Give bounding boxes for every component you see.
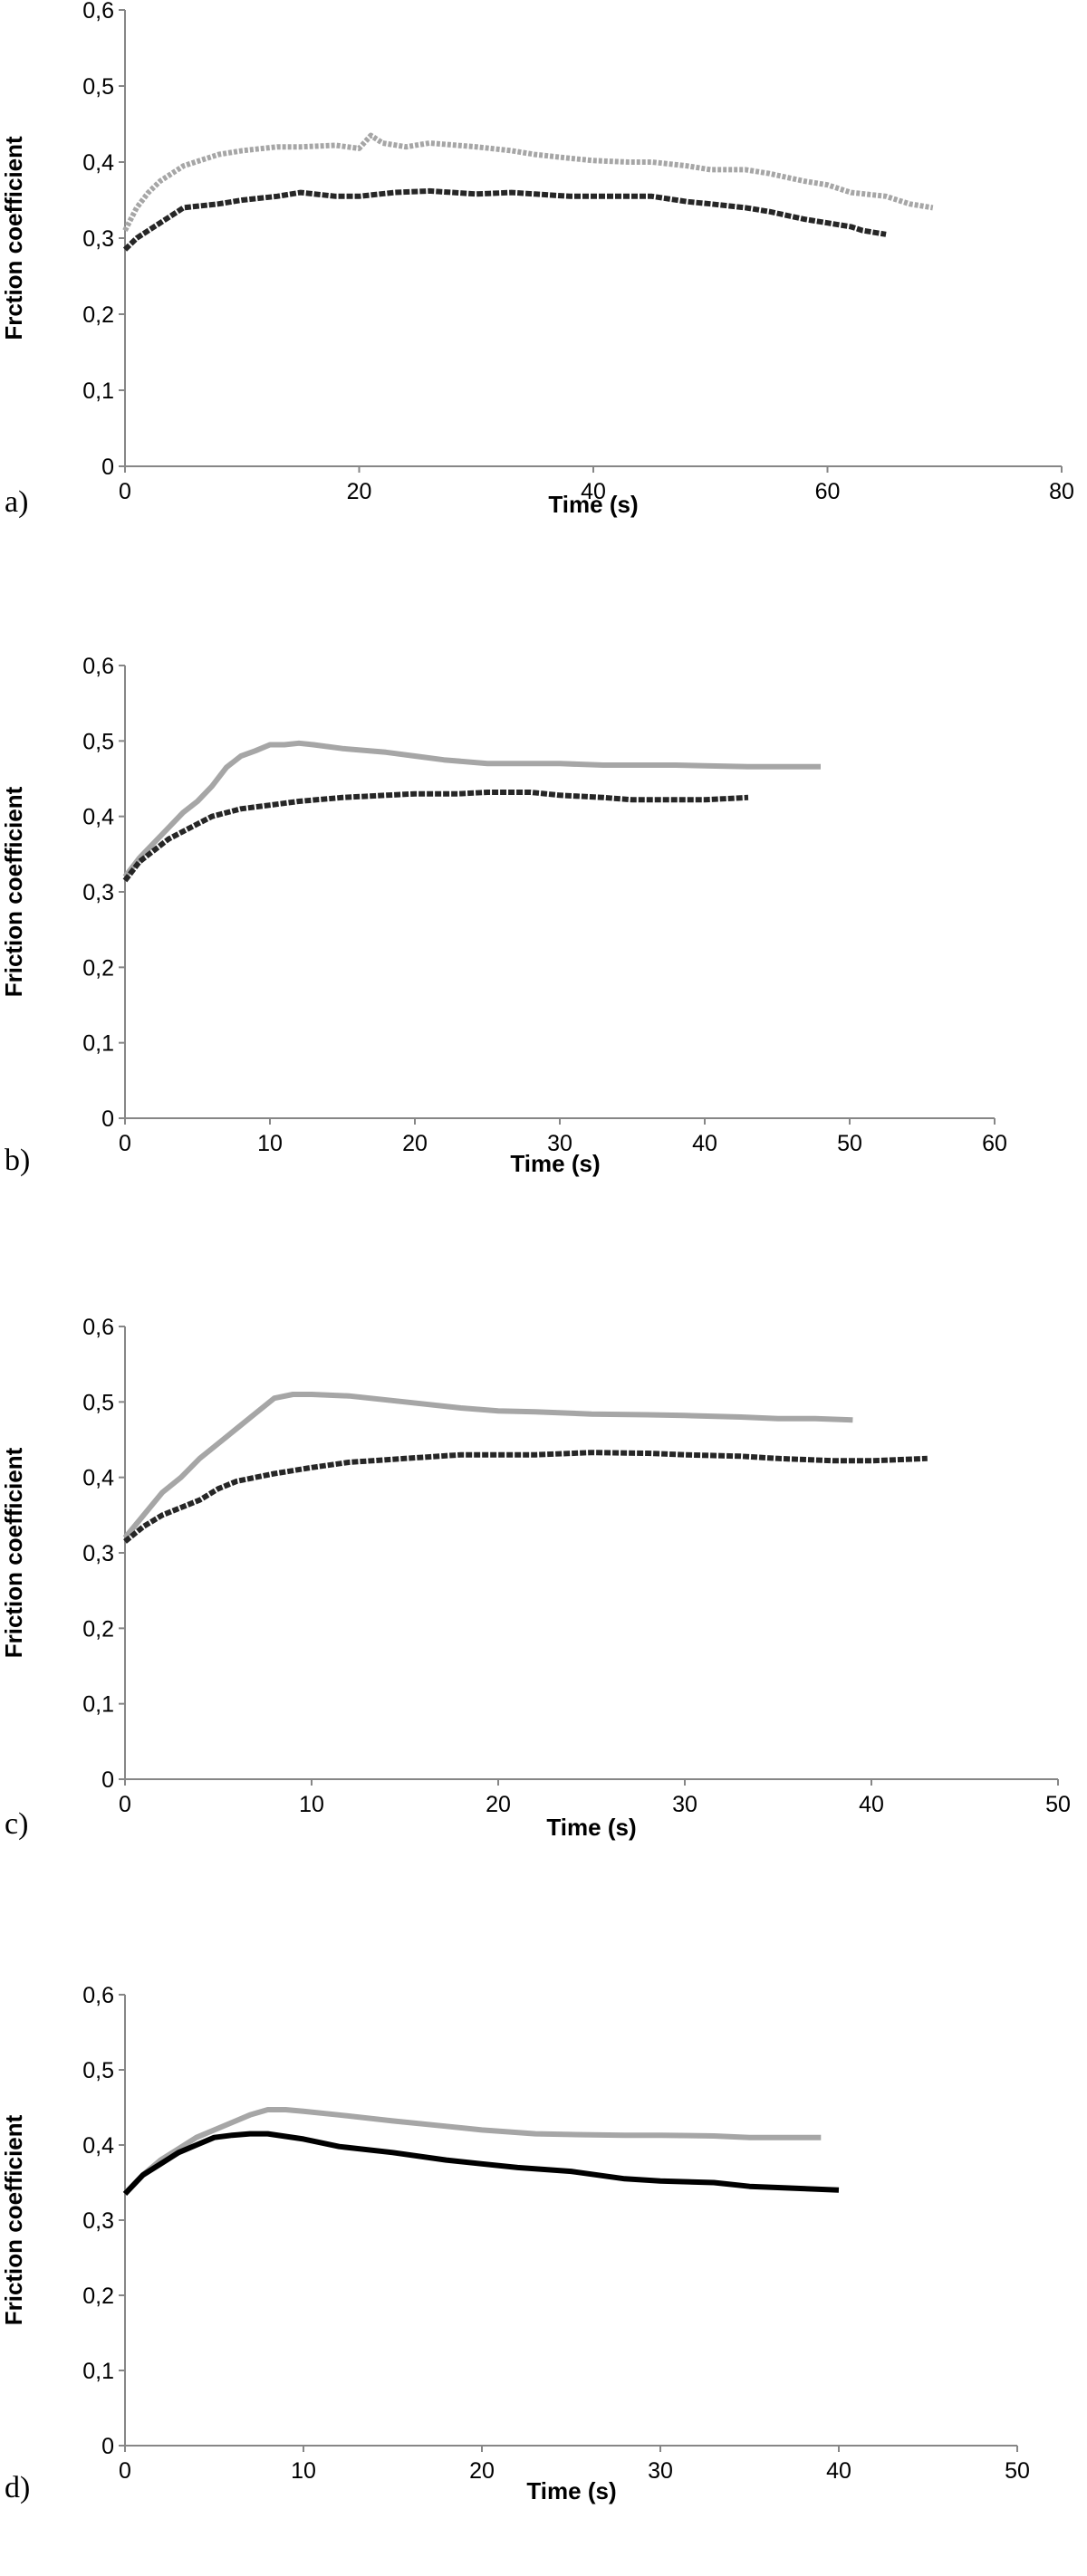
y-tick-label: 0,6 [82, 0, 114, 24]
x-axis-title: Time (s) [546, 1814, 636, 1841]
x-tick-label: 0 [119, 1131, 131, 1156]
x-tick-label: 10 [291, 2458, 316, 2484]
x-tick-label: 80 [1049, 479, 1074, 504]
y-tick-label: 0,2 [82, 2284, 114, 2309]
y-tick-label: 0,4 [82, 2133, 114, 2159]
x-tick-label: 30 [648, 2458, 673, 2484]
x-tick-label: 50 [837, 1131, 862, 1156]
panel-label: b) [5, 1144, 30, 1177]
series-line-1 [122, 740, 821, 879]
y-tick-label: 0,3 [82, 226, 114, 252]
y-tick-label: 0,5 [82, 74, 114, 100]
y-tick-label: 0 [101, 455, 114, 480]
x-tick-label: 10 [257, 1131, 283, 1156]
y-axis-title: Friction coefficient [0, 2114, 27, 2325]
x-tick-label: 60 [815, 479, 841, 504]
x-tick-label: 20 [486, 1792, 511, 1817]
x-tick-label: 50 [1005, 2458, 1030, 2484]
y-tick-label: 0,3 [82, 2208, 114, 2234]
y-tick-label: 0,1 [82, 378, 114, 404]
chart-panel-4: 0 0,1 0,2 0,3 0,4 0,5 0,6 0 10 20 30 40 50 Time (s) Fr… [0, 1983, 1030, 2504]
y-tick-label: 0 [101, 1767, 114, 1793]
series-line-2 [122, 790, 749, 883]
y-tick-label: 0,5 [82, 729, 114, 754]
y-tick-label: 0,4 [82, 1466, 114, 1491]
series-line-1 [122, 2107, 822, 2196]
y-tick-label: 0,1 [82, 1692, 114, 1718]
x-tick-label: 0 [119, 1792, 131, 1817]
chart-panel-2: 0 0,1 0,2 0,3 0,4 0,5 0,6 0 10 20 30 40 50 60 Time (s)… [0, 654, 1007, 1177]
y-axis-title: Frction coefficient [0, 136, 27, 340]
y-tick-label: 0,1 [82, 2359, 114, 2384]
x-tick-label: 20 [347, 479, 372, 504]
x-tick-label: 40 [826, 2458, 851, 2484]
series-line-2 [123, 1450, 928, 1544]
panel-label: c) [5, 1807, 28, 1841]
chart-panel-1: 0 0,1 0,2 0,3 0,4 0,5 0,6 0 20 40 60 80 Time (s) Frct… [0, 0, 1074, 519]
y-tick-label: 0,3 [82, 1541, 114, 1566]
y-tick-label: 0,5 [82, 2058, 114, 2083]
series-line-2 [122, 187, 887, 252]
series-line-2 [122, 2131, 840, 2196]
x-tick-label: 0 [119, 479, 131, 504]
y-tick-label: 0,2 [82, 1616, 114, 1642]
x-tick-label: 30 [547, 1131, 572, 1156]
x-tick-label: 40 [859, 1792, 884, 1817]
x-tick-label: 0 [119, 2458, 131, 2484]
y-axis-title: Friction coefficient [0, 1447, 27, 1658]
y-tick-label: 0,2 [82, 302, 114, 328]
y-tick-label: 0 [101, 1106, 114, 1132]
series-line-1 [122, 1392, 853, 1540]
series-line-1 [122, 132, 934, 232]
y-tick-label: 0,4 [82, 150, 114, 176]
x-tick-label: 40 [581, 479, 606, 504]
x-tick-label: 30 [672, 1792, 697, 1817]
y-tick-label: 0,6 [82, 654, 114, 679]
y-tick-label: 0,1 [82, 1031, 114, 1057]
panel-label: a) [5, 485, 28, 519]
y-tick-label: 0,4 [82, 805, 114, 830]
x-tick-label: 60 [982, 1131, 1007, 1156]
x-tick-label: 10 [299, 1792, 324, 1817]
y-tick-label: 0 [101, 2434, 114, 2459]
x-tick-label: 20 [402, 1131, 428, 1156]
panel-label: d) [5, 2471, 30, 2504]
x-axis-title: Time (s) [526, 2477, 616, 2504]
x-tick-label: 20 [469, 2458, 495, 2484]
y-tick-label: 0,6 [82, 1983, 114, 2008]
x-axis-title: Time (s) [510, 1150, 600, 1177]
y-tick-label: 0,5 [82, 1390, 114, 1415]
y-tick-label: 0,6 [82, 1315, 114, 1340]
chart-panel-3: 0 0,1 0,2 0,3 0,4 0,5 0,6 0 10 20 30 40 50 Time (s) Fr… [0, 1315, 1071, 1841]
y-tick-label: 0,3 [82, 880, 114, 905]
y-tick-label: 0,2 [82, 955, 114, 981]
y-axis-title: Friction coefficient [0, 786, 27, 997]
x-tick-label: 40 [692, 1131, 717, 1156]
x-axis-title: Time (s) [548, 491, 638, 518]
x-tick-label: 50 [1045, 1792, 1071, 1817]
